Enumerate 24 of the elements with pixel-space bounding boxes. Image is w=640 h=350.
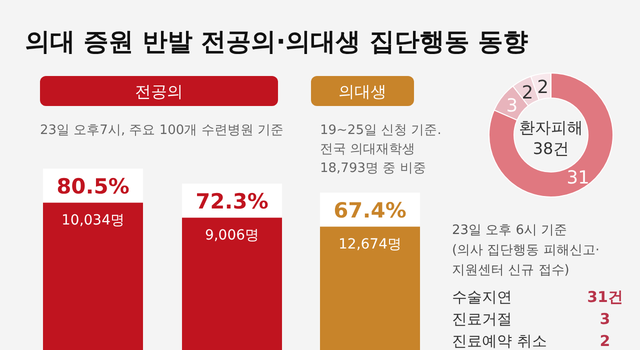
data-label: 72.3%	[196, 190, 268, 214]
annotation: 9,006명	[204, 228, 260, 244]
data-label: 31	[566, 167, 590, 188]
text: 3	[600, 310, 610, 328]
text: 진료예약 취소	[452, 332, 547, 350]
text: 환자피해 38건	[519, 118, 583, 158]
data-label: 80.5%	[56, 174, 130, 199]
chart-title: 의대 증원 반발 전공의·의대생 집단행동 동향	[25, 27, 528, 56]
text: 19~25일 신청 기준. 전국 의대재학생 18,793명 중 비중	[320, 123, 442, 176]
text: 23일 오후 6시 기준 (의사 집단행동 피해신고· 지원센터 신규 접수)	[452, 223, 600, 278]
text: 2	[600, 332, 610, 350]
text: 진료거절	[452, 310, 512, 328]
donut-slice	[488, 72, 614, 198]
data-label: 67.4%	[334, 198, 406, 223]
text: 의대생	[338, 82, 386, 101]
text: 전공의	[135, 82, 183, 101]
text: 31건	[587, 288, 623, 306]
data-label: 2	[537, 77, 549, 98]
text: 23일 오후7시, 주요 100개 수련병원 기준	[40, 123, 284, 138]
annotation: 12,674명	[338, 236, 402, 253]
text: 수술지연	[452, 288, 512, 306]
data-label: 3	[506, 96, 518, 117]
data-label: 2	[522, 82, 534, 104]
annotation: 10,034명	[62, 212, 124, 229]
